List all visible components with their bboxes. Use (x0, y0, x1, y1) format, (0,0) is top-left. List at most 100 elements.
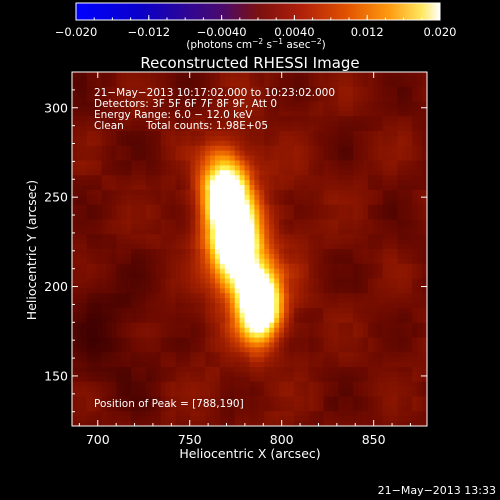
heatmap-cell (106, 327, 113, 334)
heatmap-cell (343, 381, 349, 388)
heatmap-cell (293, 352, 300, 358)
heatmap-cell (96, 76, 103, 83)
heatmap-cell (126, 342, 132, 348)
heatmap-cell (150, 160, 157, 167)
heatmap-cell (313, 219, 320, 226)
heatmap-cell (412, 367, 418, 373)
heatmap-cell (160, 86, 167, 93)
heatmap-cell (155, 204, 162, 211)
heatmap-cell (357, 278, 364, 285)
heatmap-cell (274, 131, 280, 137)
heatmap-cell (298, 386, 305, 393)
heatmap-cell (357, 376, 364, 383)
heatmap-cell (254, 391, 260, 398)
heatmap-cell (76, 76, 83, 83)
heatmap-cell (205, 96, 211, 103)
heatmap-cell (298, 244, 305, 250)
heatmap-cell (190, 131, 196, 137)
heatmap-cell (224, 288, 231, 294)
heatmap-cell (165, 263, 172, 270)
heatmap-cell (274, 165, 280, 171)
heatmap-cell (234, 303, 241, 309)
heatmap-cell (200, 199, 206, 206)
heatmap-cell (367, 190, 374, 196)
heatmap-cell (91, 357, 98, 363)
heatmap-cell (333, 263, 339, 270)
heatmap-cell (136, 386, 142, 393)
heatmap-cell (136, 145, 142, 152)
heatmap-cell (387, 91, 394, 98)
heatmap-cell (288, 263, 295, 270)
heatmap-cell (72, 342, 78, 348)
heatmap-cell (269, 209, 275, 216)
heatmap-cell (234, 401, 241, 407)
heatmap-cell (274, 180, 280, 186)
heatmap-cell (175, 396, 182, 403)
heatmap-cell (274, 263, 280, 270)
heatmap-cell (200, 244, 206, 250)
heatmap-cell (145, 357, 152, 363)
heatmap-cell (392, 91, 399, 98)
heatmap-cell (234, 199, 241, 206)
heatmap-cell (402, 258, 408, 265)
heatmap-cell (328, 283, 334, 289)
heatmap-cell (274, 253, 280, 260)
heatmap-cell (293, 401, 300, 407)
heatmap-cell (190, 96, 196, 103)
heatmap-cell (116, 342, 122, 348)
heatmap-cell (224, 342, 231, 348)
heatmap-cell (303, 352, 310, 358)
heatmap-cell (219, 273, 226, 280)
heatmap-cell (338, 170, 344, 176)
heatmap-cell (303, 239, 310, 245)
heatmap-cell (170, 357, 177, 363)
heatmap-cell (229, 160, 236, 167)
heatmap-cell (101, 381, 108, 388)
heatmap-cell (288, 199, 295, 206)
heatmap-cell (91, 308, 98, 314)
heatmap-cell (274, 204, 280, 211)
heatmap-cell (293, 91, 300, 98)
heatmap-cell (165, 101, 172, 108)
heatmap-cell (214, 131, 221, 137)
heatmap-cell (165, 190, 172, 196)
heatmap-cell (353, 283, 359, 289)
heatmap-cell (116, 298, 122, 304)
heatmap-cell (126, 332, 132, 339)
heatmap-cell (155, 273, 162, 280)
heatmap-cell (190, 194, 196, 201)
heatmap-cell (362, 145, 369, 152)
heatmap-cell (318, 81, 325, 88)
heatmap-cell (298, 140, 305, 147)
heatmap-cell (303, 111, 310, 117)
heatmap-cell (372, 298, 379, 304)
heatmap-cell (200, 288, 206, 294)
heatmap-cell (150, 121, 157, 127)
heatmap-cell (402, 239, 408, 245)
heatmap-cell (229, 229, 236, 235)
heatmap-cell (175, 121, 182, 127)
heatmap-cell (145, 406, 152, 412)
heatmap-cell (392, 263, 399, 270)
heatmap-cell (239, 239, 246, 245)
heatmap-cell (131, 317, 137, 324)
heatmap-cell (175, 303, 182, 309)
heatmap-cell (91, 312, 98, 319)
heatmap-cell (200, 362, 206, 368)
heatmap-cell (244, 371, 251, 378)
heatmap-cell (76, 253, 83, 260)
heatmap-cell (387, 175, 394, 181)
heatmap-cell (249, 150, 256, 157)
heatmap-cell (72, 263, 78, 270)
heatmap-cell (180, 362, 186, 368)
heatmap-cell (101, 86, 108, 93)
heatmap-cell (86, 86, 93, 93)
heatmap-cell (101, 101, 108, 108)
heatmap-cell (160, 194, 167, 201)
heatmap-cell (397, 303, 403, 309)
heatmap-cell (175, 386, 182, 393)
heatmap-cell (343, 106, 349, 112)
heatmap-cell (348, 190, 354, 196)
heatmap-cell (205, 204, 211, 211)
heatmap-cell (288, 386, 295, 393)
